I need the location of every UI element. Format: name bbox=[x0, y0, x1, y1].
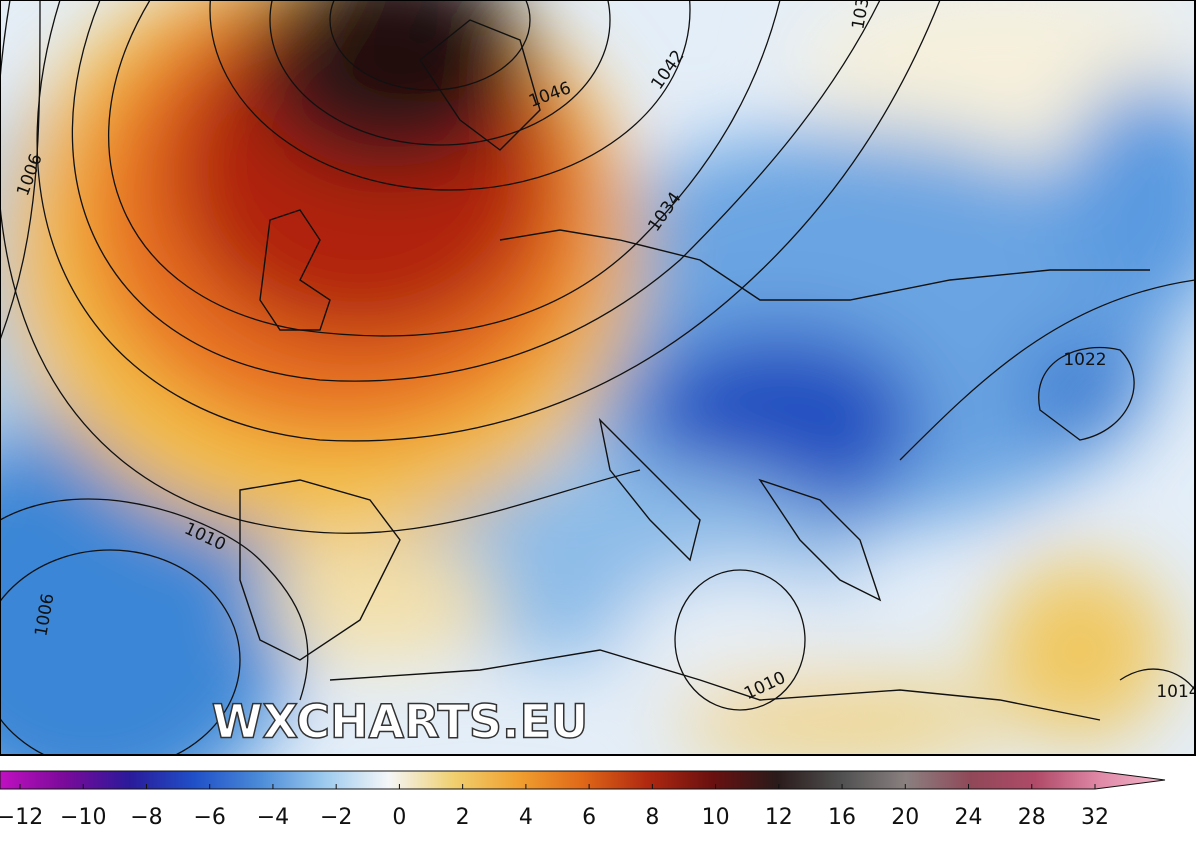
colorbar-tick-label: 12 bbox=[765, 805, 793, 830]
isobar bbox=[0, 0, 641, 534]
isobar bbox=[209, 0, 691, 191]
isobar-label: 1014 bbox=[1156, 682, 1199, 702]
coastline bbox=[598, 417, 701, 562]
colorbar-tick-label: 16 bbox=[828, 805, 856, 830]
isobar bbox=[1038, 346, 1135, 441]
coastline bbox=[329, 649, 1101, 721]
coastline bbox=[239, 479, 401, 661]
coastlines bbox=[239, 19, 1150, 721]
coastline bbox=[499, 229, 1150, 301]
map: 1006104610421038103410101006101010221014… bbox=[0, 0, 1199, 755]
colorbar-tick-label: 10 bbox=[702, 805, 730, 830]
map-frame bbox=[0, 0, 1196, 756]
colorbar-tick-label: 20 bbox=[891, 805, 919, 830]
isobar bbox=[0, 0, 41, 341]
isobar bbox=[0, 498, 309, 701]
isobar bbox=[108, 0, 781, 337]
isobar bbox=[329, 0, 531, 91]
isobar bbox=[269, 0, 611, 146]
colorbar-tick-label: −8 bbox=[130, 805, 162, 830]
isobar bbox=[0, 549, 241, 755]
colorbar-tick-label: −12 bbox=[0, 805, 43, 830]
colorbar: −12 −10 −8 −6 −4 −2 0 2 4 6 8 10 12 16 20 24 28 32 bbox=[0, 770, 1166, 830]
isobar-label: 1022 bbox=[1063, 350, 1106, 370]
colorbar-tick-label: 0 bbox=[392, 805, 406, 830]
isobar bbox=[899, 279, 1195, 461]
colorbar-tick-label: −6 bbox=[193, 805, 225, 830]
isobar bbox=[1119, 668, 1195, 691]
colorbar-tick-label: −4 bbox=[257, 805, 289, 830]
coastline bbox=[419, 19, 541, 151]
isobar bbox=[36, 0, 941, 442]
watermark: WXCHARTS.EU bbox=[212, 695, 589, 749]
colorbar-tick-label: −10 bbox=[60, 805, 106, 830]
isobar bbox=[71, 0, 881, 382]
coastline bbox=[259, 209, 331, 331]
colorbar-tick-label: 2 bbox=[456, 805, 470, 830]
isobar bbox=[674, 569, 806, 711]
colorbar-tick-label: 24 bbox=[955, 805, 983, 830]
colorbar-tick-label: 8 bbox=[645, 805, 659, 830]
colorbar-tick-label: 28 bbox=[1018, 805, 1046, 830]
colorbar-tick-label: 4 bbox=[519, 805, 533, 830]
colorbar-bar bbox=[0, 770, 1166, 790]
coastline bbox=[758, 478, 882, 602]
isobars bbox=[0, 0, 1195, 755]
colorbar-tick-label: 32 bbox=[1081, 805, 1109, 830]
colorbar-tick-label: −2 bbox=[320, 805, 352, 830]
anomaly-field bbox=[0, 0, 1195, 755]
colorbar-tick-label: 6 bbox=[582, 805, 596, 830]
